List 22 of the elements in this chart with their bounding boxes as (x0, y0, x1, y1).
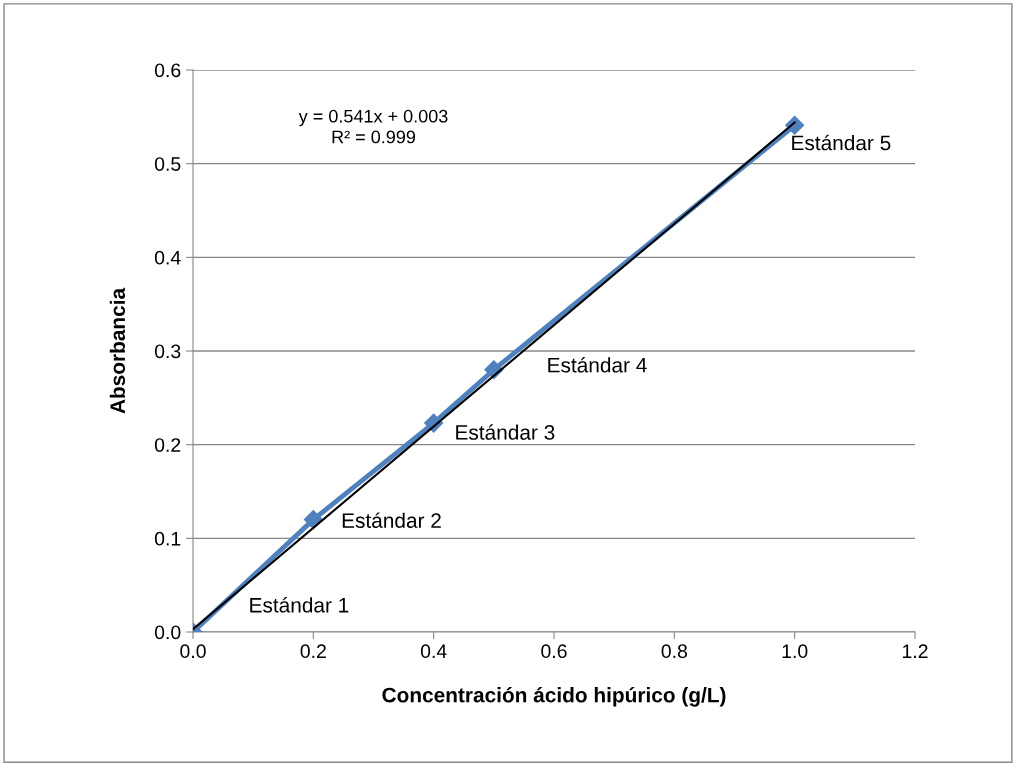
y-axis-title: Absorbancia (109, 287, 126, 414)
x-tick-label: 0.4 (420, 644, 447, 659)
annotation: Estándar 1 (250, 597, 349, 613)
y-tick-label: 0.6 (154, 63, 181, 78)
x-tick-label: 0.0 (180, 644, 206, 659)
x-tick-label: 0.6 (541, 644, 567, 659)
y-tick-label: 0.5 (154, 157, 181, 171)
annotation: Estándar 3 (456, 424, 555, 440)
x-tick-label: 0.8 (661, 644, 687, 659)
annotation: Estándar 2 (342, 512, 441, 528)
y-tick-label: 0.4 (154, 250, 181, 265)
x-tick-label: 1.0 (782, 644, 808, 659)
annotation: Estándar 4 (548, 357, 647, 373)
y-tick-label: 0.1 (154, 531, 181, 546)
y-tick-label: 0.2 (154, 438, 181, 452)
y-tick-label: 0.0 (154, 625, 181, 640)
x-tick-label: 0.2 (300, 644, 326, 659)
y-tick-label: 0.3 (154, 344, 181, 359)
x-axis-title: Concentración ácido hipúrico (g/L) (382, 686, 726, 707)
x-tick-label: 1.2 (902, 644, 928, 658)
annotation: y = 0.541x + 0.003 R² = 0.999 (298, 109, 448, 144)
annotation: Estándar 5 (792, 134, 891, 151)
